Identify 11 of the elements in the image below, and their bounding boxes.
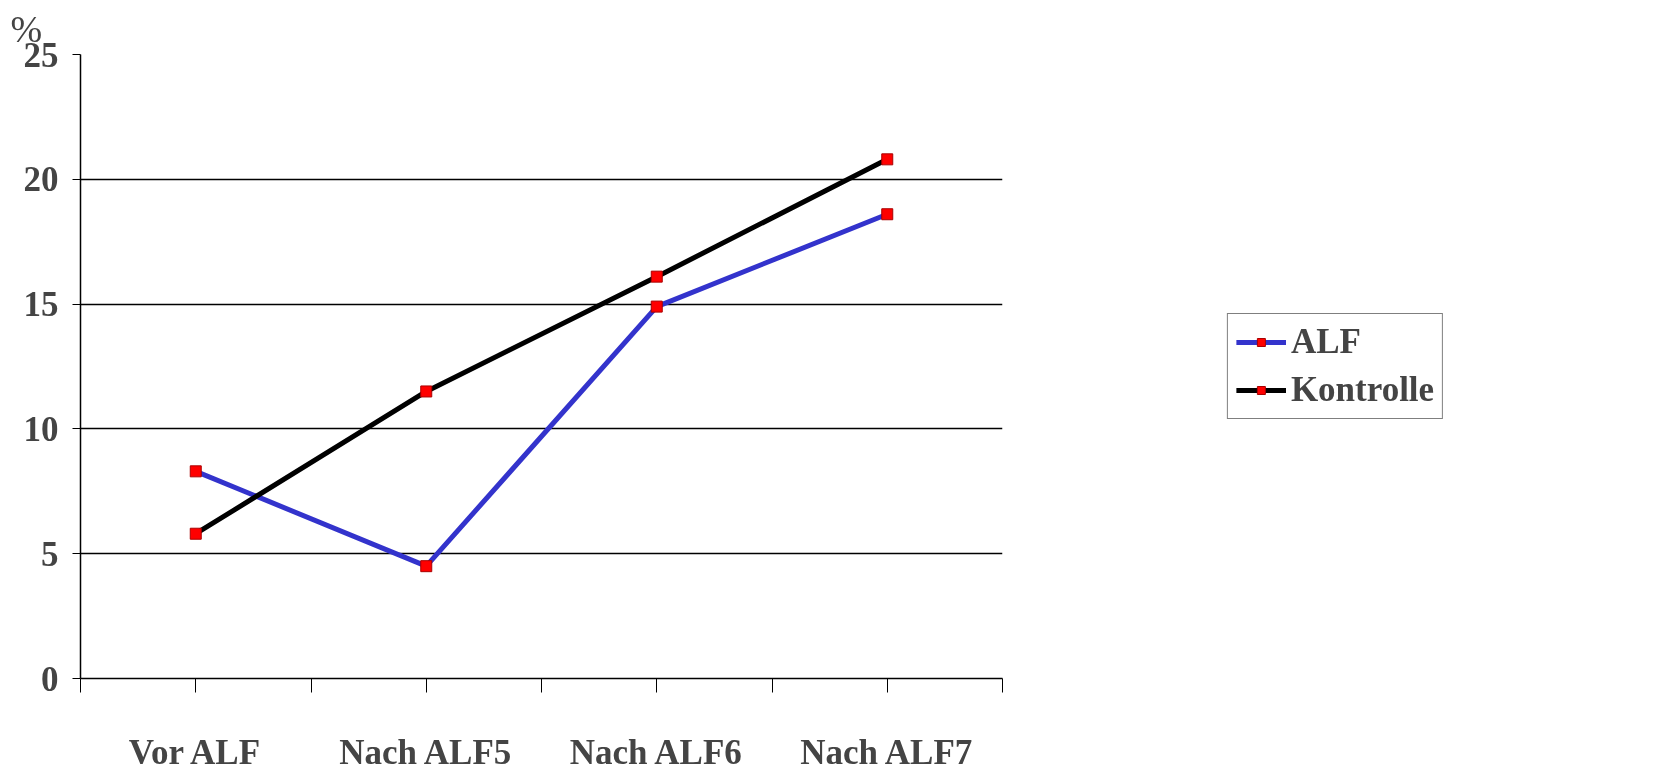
x-tick-label: Nach ALF7	[800, 732, 973, 772]
y-tick-label: 0	[41, 659, 59, 699]
x-tick-label: Vor ALF	[128, 732, 261, 772]
y-tick-label: 5	[41, 534, 59, 574]
x-tick-label: Nach ALF5	[339, 732, 512, 772]
legend-label: Kontrolle	[1290, 370, 1435, 410]
legend-label: ALF	[1290, 322, 1361, 362]
y-tick-label: 15	[23, 285, 59, 325]
y-tick-label: 10	[23, 409, 59, 449]
x-tick-label: Nach ALF6	[569, 732, 742, 772]
y-tick-label: 20	[23, 160, 59, 200]
